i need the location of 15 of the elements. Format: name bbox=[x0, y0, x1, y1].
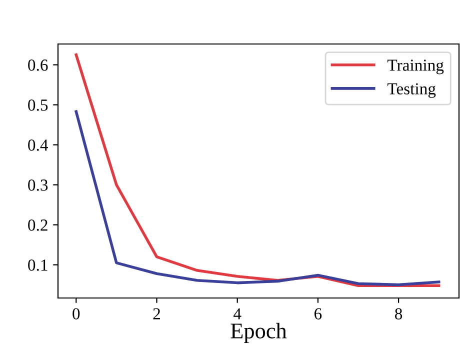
legend-label: Testing bbox=[387, 83, 436, 98]
y-tick-label: 0.5 bbox=[28, 100, 48, 111]
y-tick-label: 0.2 bbox=[28, 220, 48, 231]
x-tick-label: 8 bbox=[395, 308, 402, 320]
y-tick-label: 0.4 bbox=[28, 140, 48, 151]
x-axis-title: Epoch bbox=[230, 322, 287, 343]
y-tick-label: 0.6 bbox=[28, 60, 48, 71]
x-tick-label: 4 bbox=[234, 308, 242, 320]
y-tick-label: 0.3 bbox=[28, 180, 48, 191]
y-tick-label: 0.1 bbox=[28, 260, 48, 271]
x-tick-label: 2 bbox=[153, 308, 160, 320]
line-series bbox=[74, 110, 440, 286]
x-tick-label: 0 bbox=[72, 308, 80, 320]
legend-label: Training bbox=[387, 60, 444, 74]
x-tick-label: 6 bbox=[314, 308, 322, 320]
